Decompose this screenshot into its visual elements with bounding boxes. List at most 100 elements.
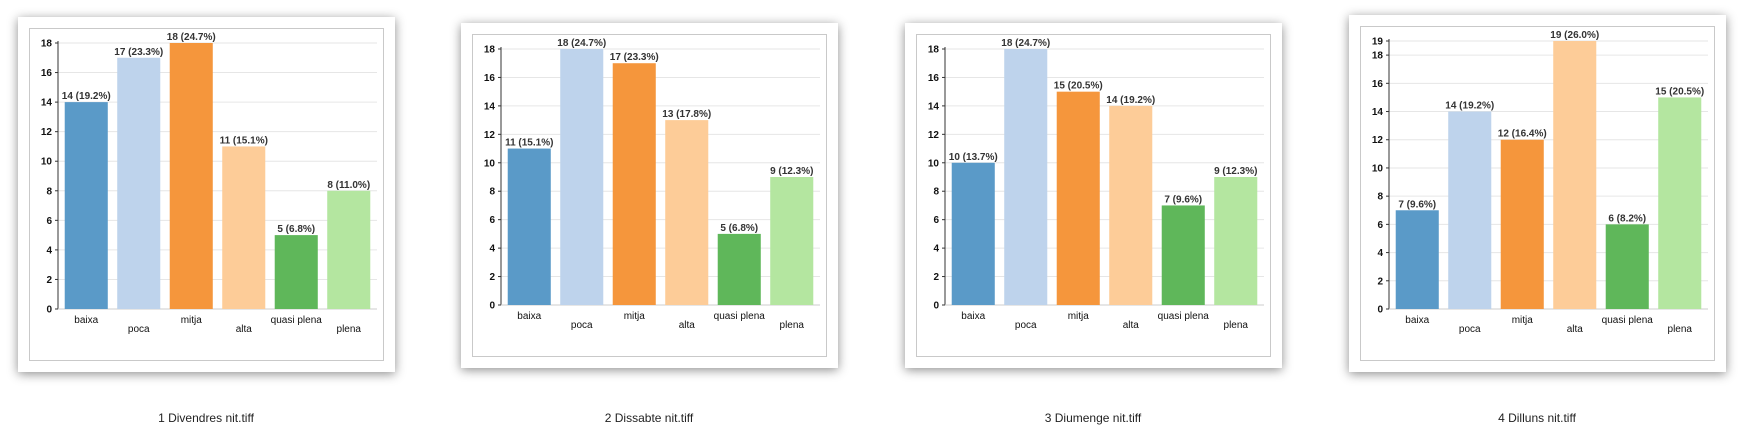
- data-label: 15 (20.5%): [1054, 81, 1103, 92]
- data-label: 7 (9.6%): [1164, 194, 1202, 205]
- y-tick-label: 6: [1377, 220, 1383, 231]
- y-tick-label: 8: [489, 187, 495, 198]
- chart-frame: 0 2 4 6 8 10 12 14 16 18 19 7 (9.6%) baixa 14 (19.2%)…: [1360, 26, 1715, 361]
- x-tick-label: mitja: [1068, 311, 1090, 322]
- bar: [117, 57, 161, 310]
- bar-chart: 0 2 4 6 8 10 12 14 16 18 19 7 (9.6%) baixa 14 (19.2%)…: [1372, 30, 1708, 335]
- thumbnail-caption: 3 Diumenge nit.tiff: [1044, 411, 1142, 425]
- data-label: 5 (6.8%): [720, 223, 758, 234]
- y-tick-label: 10: [484, 158, 496, 169]
- y-tick-label: 18: [928, 45, 940, 56]
- bar: [169, 43, 213, 309]
- x-tick-label: quasi plena: [714, 311, 766, 322]
- y-tick-label: 18: [41, 39, 53, 50]
- x-tick-label: alta: [236, 324, 253, 335]
- y-tick-label: 14: [484, 101, 496, 112]
- thumbnail-card[interactable]: 0 2 4 6 8 10 12 14 16 18 10 (13.7%) baixa 18 (24.7%)…: [905, 23, 1282, 368]
- data-label: 14 (19.2%): [1445, 101, 1494, 112]
- bar: [1004, 49, 1048, 305]
- data-label: 18 (24.7%): [557, 38, 606, 49]
- x-tick-label: plena: [337, 324, 362, 335]
- bar-chart: 0 2 4 6 8 10 12 14 16 18 11 (15.1%) baixa 18 (24.7%)…: [484, 38, 820, 331]
- data-label: 17 (23.3%): [610, 52, 659, 63]
- x-tick-label: mitja: [624, 311, 646, 322]
- y-tick-label: 16: [484, 73, 496, 84]
- y-tick-label: 0: [489, 301, 495, 312]
- thumbnail-caption: 2 Dissabte nit.tiff: [604, 411, 694, 425]
- y-tick-label: 14: [928, 101, 940, 112]
- bar: [1448, 111, 1492, 310]
- y-tick-label: 2: [489, 272, 495, 283]
- y-tick-label: 12: [41, 127, 53, 138]
- y-tick-label: 12: [484, 130, 496, 141]
- bar: [665, 120, 709, 305]
- bar: [1214, 177, 1258, 305]
- x-tick-label: plena: [780, 320, 805, 331]
- y-tick-label: 18: [1372, 51, 1384, 62]
- data-label: 10 (13.7%): [949, 152, 998, 163]
- bar: [274, 235, 318, 309]
- data-label: 14 (19.2%): [62, 91, 111, 102]
- y-tick-label: 16: [1372, 79, 1384, 90]
- y-tick-label: 8: [1377, 192, 1383, 203]
- data-label: 6 (8.2%): [1608, 213, 1646, 224]
- chart-frame: 0 2 4 6 8 10 12 14 16 18 14 (19.2%) baixa 17 (23.3%)…: [29, 28, 384, 361]
- y-tick-label: 10: [928, 158, 940, 169]
- bar: [770, 177, 814, 305]
- bar: [222, 146, 266, 309]
- data-label: 9 (12.3%): [1214, 166, 1257, 177]
- y-tick-label: 14: [1372, 107, 1384, 118]
- y-tick-label: 4: [933, 244, 939, 255]
- y-tick-label: 12: [1372, 135, 1384, 146]
- bar: [717, 233, 761, 305]
- bar: [1395, 210, 1439, 309]
- x-tick-label: alta: [1123, 320, 1140, 331]
- x-tick-label: alta: [1567, 324, 1584, 335]
- x-tick-label: plena: [1224, 320, 1249, 331]
- y-tick-label: 8: [46, 186, 52, 197]
- bar: [1605, 224, 1649, 309]
- bar: [1056, 91, 1100, 305]
- y-tick-label: 6: [489, 215, 495, 226]
- data-label: 18 (24.7%): [167, 32, 216, 43]
- x-tick-label: quasi plena: [1158, 311, 1210, 322]
- bar-chart: 0 2 4 6 8 10 12 14 16 18 10 (13.7%) baixa 18 (24.7%)…: [928, 38, 1264, 331]
- y-tick-label: 14: [41, 98, 53, 109]
- y-tick-label: 2: [933, 272, 939, 283]
- data-label: 12 (16.4%): [1498, 129, 1547, 140]
- chart-frame: 0 2 4 6 8 10 12 14 16 18 11 (15.1%) baixa 18 (24.7%)…: [472, 34, 827, 357]
- bar: [1161, 205, 1205, 305]
- y-tick-label: 16: [41, 68, 53, 79]
- bar: [507, 148, 551, 305]
- bar: [1500, 139, 1544, 309]
- data-label: 11 (15.1%): [505, 138, 553, 149]
- data-label: 19 (26.0%): [1550, 30, 1599, 41]
- y-tick-label: 6: [46, 216, 52, 227]
- data-label: 5 (6.8%): [277, 224, 315, 235]
- y-tick-label: 10: [1372, 163, 1384, 174]
- x-tick-label: alta: [679, 320, 696, 331]
- y-tick-label: 0: [46, 305, 52, 316]
- y-tick-label: 4: [46, 245, 52, 256]
- y-tick-label: 10: [41, 157, 53, 168]
- thumbnail-card[interactable]: 0 2 4 6 8 10 12 14 16 18 14 (19.2%) baixa 17 (23.3%)…: [18, 17, 395, 372]
- bar-chart: 0 2 4 6 8 10 12 14 16 18 14 (19.2%) baixa 17 (23.3%)…: [41, 32, 377, 335]
- bar: [560, 49, 604, 305]
- chart-frame: 0 2 4 6 8 10 12 14 16 18 10 (13.7%) baixa 18 (24.7%)…: [916, 34, 1271, 357]
- bar: [612, 63, 656, 305]
- thumbnail-card[interactable]: 0 2 4 6 8 10 12 14 16 18 19 7 (9.6%) baixa 14 (19.2%)…: [1349, 15, 1726, 372]
- x-tick-label: quasi plena: [271, 315, 323, 326]
- bar: [951, 162, 995, 305]
- y-tick-label: 4: [489, 244, 495, 255]
- data-label: 18 (24.7%): [1001, 38, 1050, 49]
- x-tick-label: poca: [128, 324, 150, 335]
- thumbnail-card[interactable]: 0 2 4 6 8 10 12 14 16 18 11 (15.1%) baixa 18 (24.7%)…: [461, 23, 838, 368]
- bar: [327, 190, 371, 309]
- y-tick-label: 2: [1377, 276, 1383, 287]
- x-tick-label: plena: [1668, 324, 1693, 335]
- bar: [1109, 105, 1153, 305]
- thumbnail-caption: 1 Divendres nit.tiff: [158, 411, 254, 425]
- y-tick-label: 6: [933, 215, 939, 226]
- x-tick-label: mitja: [1512, 315, 1534, 326]
- y-tick-label: 18: [484, 45, 496, 56]
